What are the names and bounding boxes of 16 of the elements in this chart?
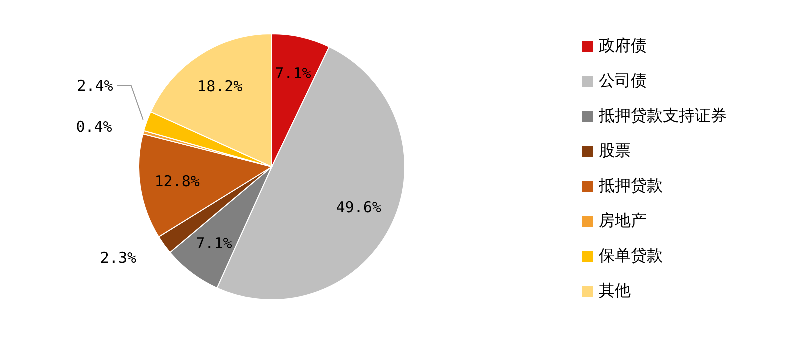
data-label: 49.6% <box>336 198 382 216</box>
legend-label: 房地产 <box>599 210 647 232</box>
data-label: 12.8% <box>154 172 200 191</box>
data-label: 7.1% <box>196 234 232 252</box>
legend-label: 抵押贷款支持证券 <box>599 106 727 126</box>
data-label: 18.2% <box>198 78 243 96</box>
legend-label: 政府债 <box>599 36 647 56</box>
legend-label: 股票 <box>599 140 631 162</box>
legend-label: 公司债 <box>599 70 647 92</box>
data-label: 0.4% <box>76 118 112 136</box>
data-label: 2.3% <box>100 248 137 267</box>
legend-label: 其他 <box>599 280 631 302</box>
data-label: 2.4% <box>77 76 114 95</box>
legend-label: 抵押贷款 <box>599 176 663 196</box>
data-label: 7.1% <box>275 64 312 83</box>
legend-label: 保单贷款 <box>599 246 663 266</box>
